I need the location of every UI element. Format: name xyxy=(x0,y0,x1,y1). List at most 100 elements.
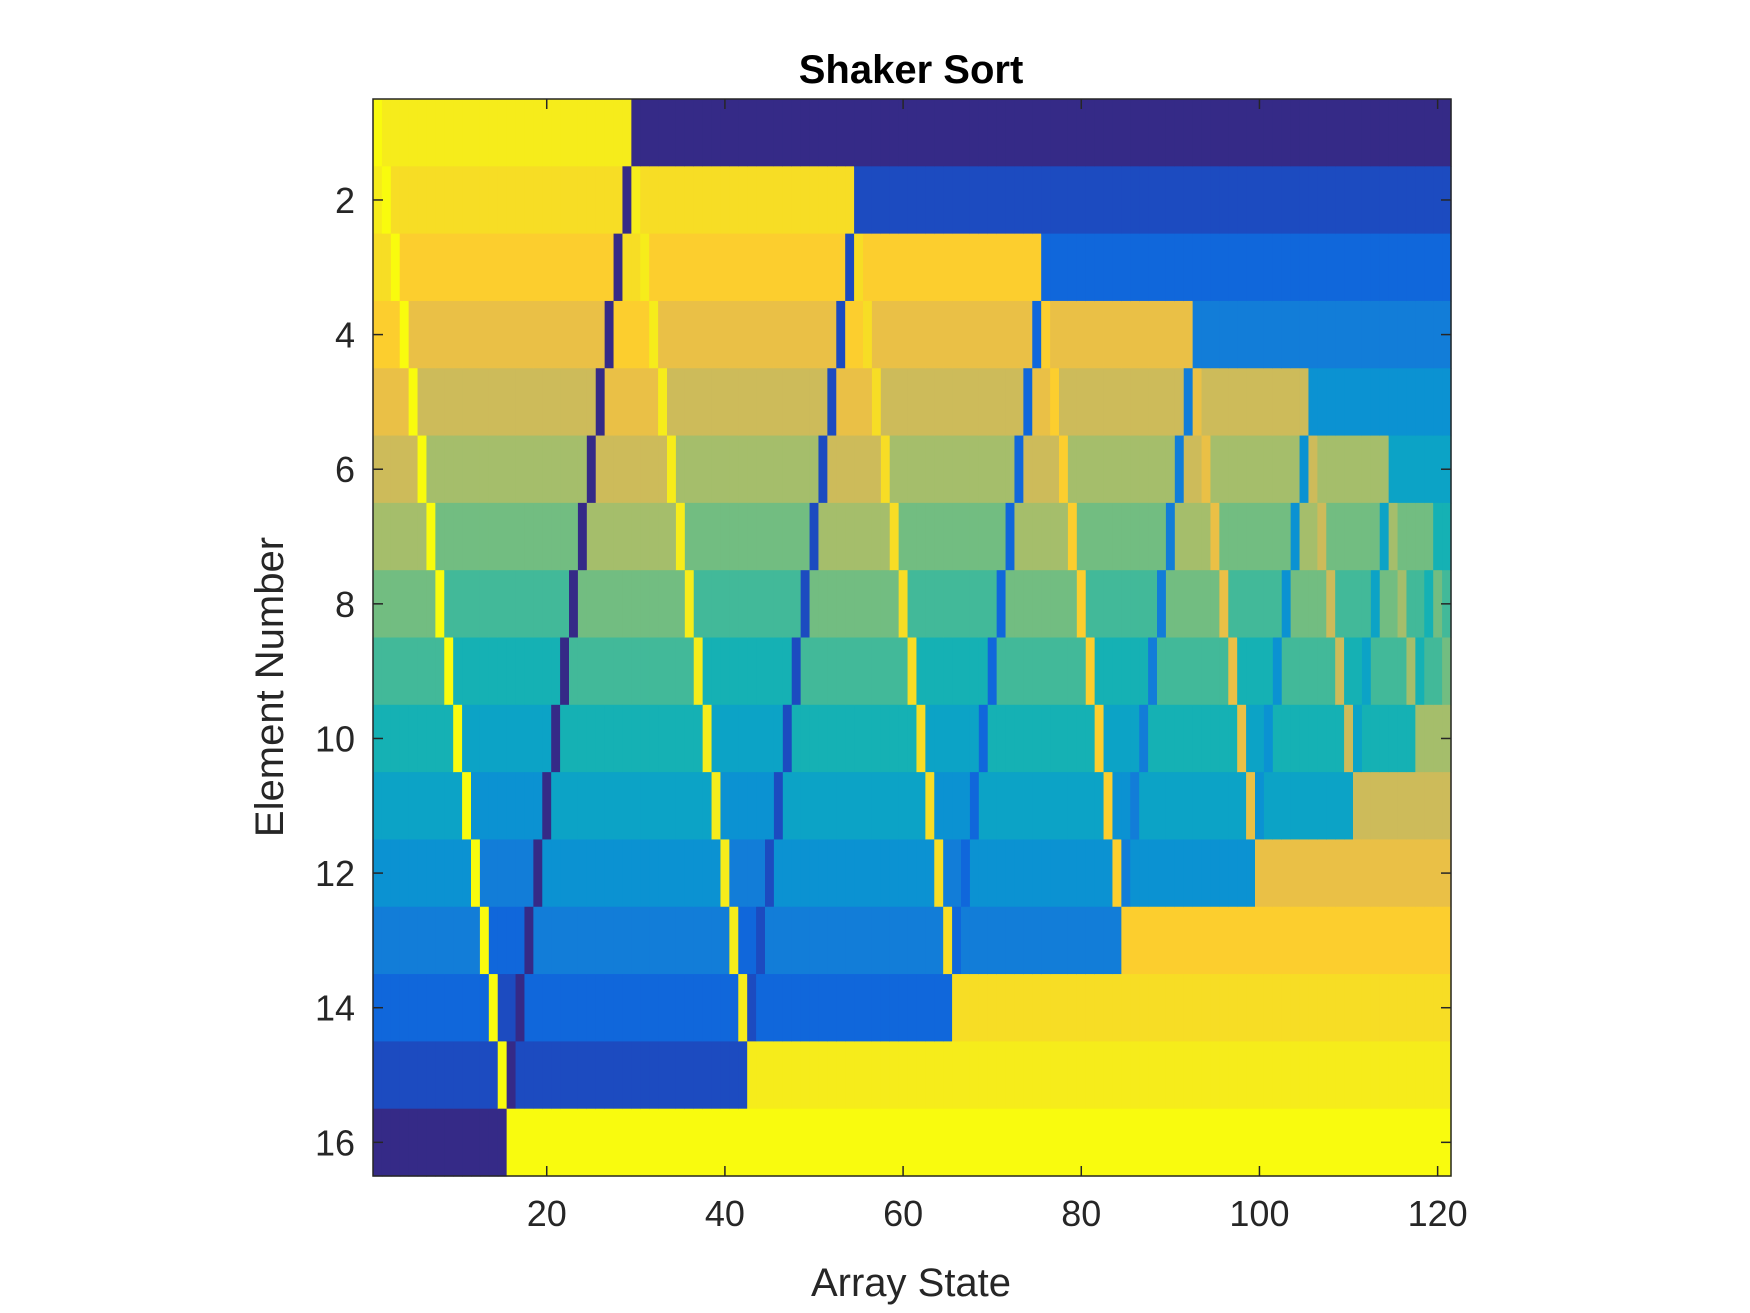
heatmap-cell xyxy=(569,704,579,773)
heatmap-cell xyxy=(898,166,909,235)
heatmap-cell xyxy=(1344,704,1354,773)
heatmap-cell xyxy=(1041,368,1051,437)
heatmap-cell xyxy=(729,166,739,235)
heatmap-cell xyxy=(1067,300,1078,369)
heatmap-cell xyxy=(961,839,971,908)
heatmap-cell xyxy=(1308,906,1318,975)
heatmap-cell xyxy=(533,1041,543,1110)
heatmap-cell xyxy=(533,368,543,437)
heatmap-cell xyxy=(916,1108,926,1177)
heatmap-cell xyxy=(1344,839,1354,908)
heatmap-cell xyxy=(488,300,499,369)
heatmap-cell xyxy=(996,300,1007,369)
heatmap-cell xyxy=(898,906,909,975)
heatmap-cell xyxy=(675,637,686,706)
heatmap-cell xyxy=(1014,435,1024,504)
heatmap-cell xyxy=(1112,99,1122,167)
heatmap-cell xyxy=(533,974,543,1042)
heatmap-cell xyxy=(1112,1108,1122,1177)
heatmap-cell xyxy=(747,772,757,841)
heatmap-cell xyxy=(916,1041,926,1110)
heatmap-cell xyxy=(1442,368,1452,437)
heatmap-cell xyxy=(613,166,624,235)
heatmap-cell xyxy=(1424,974,1434,1042)
heatmap-cell xyxy=(1442,906,1452,975)
heatmap-cell xyxy=(871,704,882,773)
heatmap-cell xyxy=(836,368,846,437)
heatmap-cell xyxy=(586,435,597,504)
heatmap-cell xyxy=(435,906,445,975)
heatmap-cell xyxy=(1326,233,1336,302)
heatmap-cell xyxy=(1165,502,1176,571)
heatmap-cell xyxy=(1076,637,1087,706)
heatmap-cell xyxy=(800,1108,811,1177)
heatmap-cell xyxy=(462,704,472,773)
heatmap-cell xyxy=(1192,570,1203,639)
heatmap-cell xyxy=(756,368,766,437)
heatmap-cell xyxy=(381,166,392,235)
heatmap-cell xyxy=(773,704,784,773)
heatmap-cell xyxy=(435,300,445,369)
heatmap-cell xyxy=(1308,300,1318,369)
heatmap-cell xyxy=(1353,906,1363,975)
heatmap-cell xyxy=(1353,772,1363,841)
heatmap-cell xyxy=(524,1041,534,1110)
heatmap-cell xyxy=(569,772,579,841)
heatmap-cell xyxy=(1353,166,1363,235)
heatmap-cell xyxy=(1192,502,1203,571)
heatmap-cell xyxy=(738,233,748,302)
heatmap-cell xyxy=(471,1108,481,1177)
heatmap-cell xyxy=(711,839,722,908)
heatmap-cell xyxy=(381,502,392,571)
heatmap-cell xyxy=(551,300,561,369)
heatmap-cell xyxy=(916,772,926,841)
heatmap-cell xyxy=(560,368,570,437)
heatmap-cell xyxy=(1041,772,1051,841)
heatmap-cell xyxy=(1014,300,1024,369)
heatmap-cell xyxy=(613,1041,624,1110)
heatmap-cell xyxy=(1005,570,1016,639)
heatmap-cell xyxy=(1157,166,1167,235)
heatmap-cell xyxy=(1094,637,1105,706)
heatmap-cell xyxy=(1050,637,1060,706)
heatmap-cell xyxy=(1308,772,1318,841)
heatmap-cell xyxy=(1032,1041,1042,1110)
heatmap-cell xyxy=(684,839,695,908)
heatmap-cell xyxy=(871,99,882,167)
heatmap-cell xyxy=(1344,166,1354,235)
heatmap-cell xyxy=(907,99,918,167)
heatmap-cell xyxy=(880,166,891,235)
heatmap-cell xyxy=(1433,368,1443,437)
heatmap-cell xyxy=(479,906,490,975)
heatmap-cell xyxy=(1370,233,1381,302)
heatmap-cell xyxy=(765,300,775,369)
heatmap-cell xyxy=(978,368,989,437)
heatmap-cell xyxy=(613,1108,624,1177)
heatmap-cell xyxy=(943,906,953,975)
heatmap-cell xyxy=(1290,839,1301,908)
heatmap-cell xyxy=(586,906,597,975)
heatmap-cell xyxy=(854,233,864,302)
heatmap-cell xyxy=(1165,1041,1176,1110)
heatmap-cell xyxy=(658,300,668,369)
heatmap-cell xyxy=(925,435,935,504)
heatmap-cell xyxy=(479,502,490,571)
heatmap-cell xyxy=(1183,1041,1194,1110)
heatmap-cell xyxy=(782,1108,793,1177)
heatmap-cell xyxy=(595,435,606,504)
heatmap-cell xyxy=(720,233,730,302)
heatmap-cell xyxy=(622,637,632,706)
heatmap-cell xyxy=(1370,1108,1381,1177)
heatmap-cell xyxy=(1335,368,1345,437)
heatmap-cell xyxy=(1210,1041,1220,1110)
heatmap-cell xyxy=(488,906,499,975)
heatmap-cell xyxy=(969,233,980,302)
heatmap-cell xyxy=(1263,502,1274,571)
heatmap-cell xyxy=(444,99,454,167)
heatmap-cell xyxy=(720,166,730,235)
x-tick-label: 60 xyxy=(883,1193,923,1234)
heatmap-cell xyxy=(399,435,410,504)
heatmap-cell xyxy=(773,906,784,975)
heatmap-cell xyxy=(1272,772,1283,841)
heatmap-cell xyxy=(827,704,837,773)
